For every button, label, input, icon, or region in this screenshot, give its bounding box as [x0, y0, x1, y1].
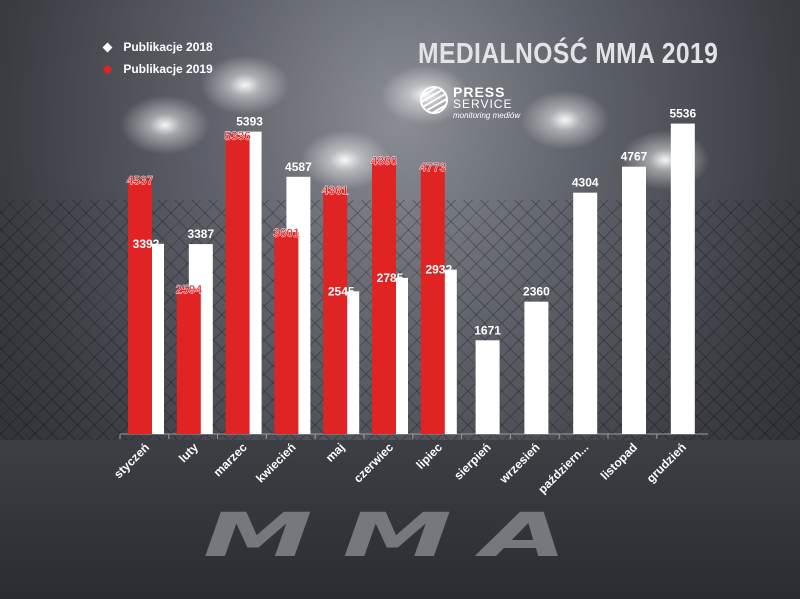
- bar-2018-listopad: [622, 166, 646, 434]
- bar-2019-maj: [323, 189, 348, 434]
- logo-icon: [420, 86, 448, 114]
- x-tick-label-czerwiec: czerwiec: [351, 440, 397, 486]
- legend-item-2018: Publikacje 2018: [102, 40, 213, 62]
- x-tick-label-marzec: marzec: [211, 440, 250, 479]
- data-label-2018-październik: 4304: [572, 176, 599, 190]
- bar-2018-sierpień: [475, 340, 500, 434]
- spotlight: [200, 55, 290, 115]
- data-label-2019-lipiec: 4773: [419, 160, 446, 174]
- data-label-2018-kwiecień: 4587: [285, 160, 312, 174]
- bar-2018-grudzień: [670, 123, 695, 435]
- spotlight: [520, 90, 610, 150]
- data-label-2019-maj: 4361: [322, 183, 349, 197]
- data-label-2019-czerwiec: 4890: [371, 154, 398, 168]
- octagon-floor: [0, 440, 800, 599]
- x-tick-label-grudzień: grudzień: [644, 440, 689, 485]
- bar-2019-luty: [176, 288, 201, 434]
- legend-label-2019: Publikacje 2019: [123, 62, 213, 76]
- bar-2019-kwiecień: [274, 232, 299, 434]
- legend: Publikacje 2018 Publikacje 2019: [102, 40, 213, 84]
- data-label-2018-maj: 2545: [328, 284, 355, 298]
- x-tick-label-luty: luty: [176, 440, 201, 465]
- data-label-2018-grudzień: 5536: [669, 107, 696, 121]
- data-label-2018-styczeń: 3392: [133, 237, 160, 251]
- x-tick-label-wrzesień: wrzesień: [496, 440, 542, 486]
- data-label-2018-wrzesień: 2360: [523, 285, 550, 299]
- x-tick-label-styczeń: styczeń: [111, 440, 152, 481]
- chart-title: MEDIALNOŚĆ MMA 2019: [418, 38, 719, 70]
- bar-2019-czerwiec: [372, 159, 396, 434]
- data-label-2019-kwiecień: 3601: [273, 226, 300, 240]
- data-label-2018-listopad: 4767: [621, 150, 648, 164]
- x-tick-label-listopad: listopad: [598, 440, 640, 482]
- data-label-2018-lipiec: 2932: [425, 263, 452, 277]
- data-label-2018-czerwiec: 2785: [377, 271, 404, 285]
- bar-2019-marzec: [225, 134, 250, 434]
- press-service-logo: PRESS SERVICE monitoring mediów: [420, 84, 550, 124]
- x-tick-label-październik: październ...: [535, 440, 591, 496]
- logo-tagline: monitoring mediów: [453, 111, 521, 120]
- legend-label-2018: Publikacje 2018: [123, 40, 213, 54]
- data-label-2018-marzec: 5393: [236, 115, 263, 129]
- mma-floor-logo: MMA: [202, 500, 598, 571]
- bar-2019-lipiec: [420, 166, 445, 434]
- bar-2018-wrzesień: [524, 301, 549, 434]
- data-label-2018-luty: 3387: [187, 227, 214, 241]
- data-label-2018-sierpień: 1671: [474, 323, 501, 337]
- logo-service: SERVICE: [453, 97, 513, 111]
- bar-2019-styczeń: [128, 179, 152, 434]
- bar-2018-październik: [573, 192, 598, 434]
- x-tick-label-sierpień: sierpień: [451, 440, 493, 482]
- data-label-2019-styczeń: 4537: [127, 174, 154, 188]
- spotlight: [120, 95, 210, 155]
- legend-item-2019: Publikacje 2019: [102, 62, 213, 84]
- data-label-2019-marzec: 5336: [224, 129, 251, 143]
- logo-press: PRESS: [453, 84, 506, 100]
- data-label-2019-luty: 2594: [175, 283, 202, 297]
- x-tick-label-lipiec: lipiec: [413, 440, 445, 472]
- x-tick-label-maj: maj: [323, 440, 348, 465]
- x-tick-label-kwiecień: kwiecień: [253, 440, 298, 485]
